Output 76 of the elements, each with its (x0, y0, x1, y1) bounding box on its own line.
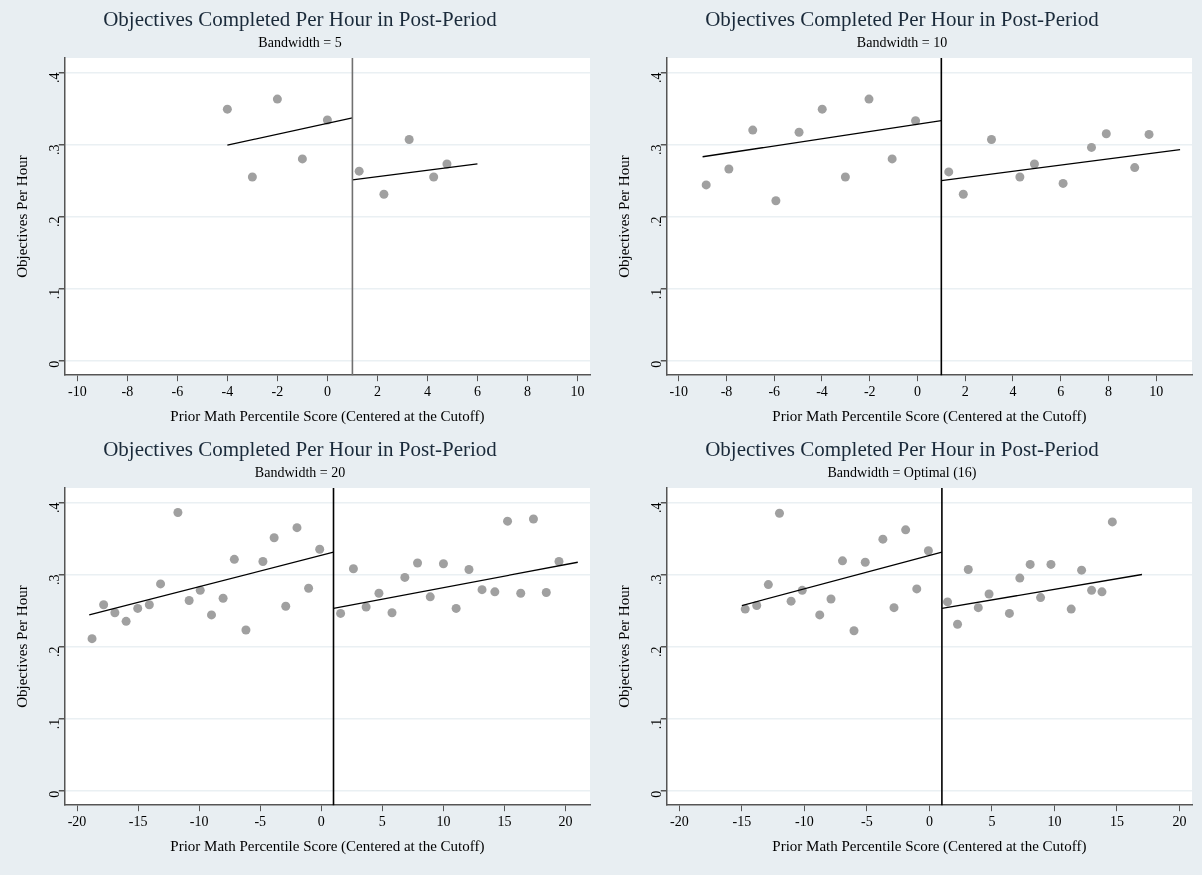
x-tick-label: -10 (669, 384, 689, 400)
chart-subtitle: Bandwidth = 20 (254, 465, 346, 481)
x-tick-label: -2 (863, 384, 876, 400)
y-tick-label: .4 (47, 502, 63, 513)
x-tick-label: 10 (1149, 384, 1164, 400)
x-tick-label: -15 (128, 814, 148, 830)
y-tick-label: .4 (649, 502, 665, 513)
y-tick-label: .3 (649, 144, 665, 156)
x-tick-label: -10 (189, 814, 209, 830)
y-tick-label: .1 (649, 718, 665, 730)
x-tick-label: 10 (570, 384, 585, 400)
x-tick-label: 0 (323, 384, 331, 400)
x-tick-label: 20 (558, 814, 573, 830)
y-tick-label: 0 (47, 360, 63, 368)
y-tick-label: .3 (649, 574, 665, 586)
x-tick-label: 8 (523, 384, 531, 400)
chart-title: Objectives Completed Per Hour in Post-Period (705, 437, 1100, 462)
y-axis-title: Objectives Per Hour (13, 585, 30, 708)
chart-title: Objectives Completed Per Hour in Post-Period (103, 437, 498, 462)
x-tick-label: -10 (67, 384, 87, 400)
y-axis-title: Objectives Per Hour (615, 585, 632, 708)
x-tick-label: -15 (732, 814, 752, 830)
x-tick-label: -20 (669, 814, 689, 830)
x-tick-label: 15 (1109, 814, 1124, 830)
x-tick-label: -6 (171, 384, 184, 400)
x-tick-label: 6 (473, 384, 481, 400)
x-tick-label: 8 (1104, 384, 1112, 400)
x-axis-title: Prior Math Percentile Score (Centered at the Cutoff) (170, 837, 485, 855)
x-tick-label: 20 (1172, 814, 1187, 830)
x-tick-label: 10 (1047, 814, 1062, 830)
chart-subtitle: Bandwidth = Optimal (16) (827, 465, 977, 482)
x-tick-label: 0 (913, 384, 921, 400)
x-tick-label: 4 (423, 384, 431, 400)
y-tick-label: .2 (649, 216, 665, 228)
y-tick-label: 0 (649, 360, 665, 368)
y-tick-label: .1 (47, 288, 63, 300)
chart-title: Objectives Completed Per Hour in Post-Period (705, 7, 1100, 32)
x-tick-label: 2 (961, 384, 969, 400)
x-tick-label: -4 (816, 384, 828, 400)
x-tick-label: 0 (925, 814, 933, 830)
y-tick-label: 0 (47, 790, 63, 798)
x-axis-title: Prior Math Percentile Score (Centered at the Cutoff) (170, 407, 485, 425)
x-tick-label: 5 (378, 814, 386, 830)
x-axis-title: Prior Math Percentile Score (Centered at the Cutoff) (772, 407, 1087, 425)
y-tick-label: .3 (47, 574, 63, 586)
x-tick-label: 0 (317, 814, 325, 830)
x-tick-label: 4 (1009, 384, 1017, 400)
chart-title: Objectives Completed Per Hour in Post-Period (103, 7, 498, 32)
y-tick-label: .2 (649, 646, 665, 658)
chart-subtitle: Bandwidth = 5 (258, 35, 342, 51)
chart-subtitle: Bandwidth = 10 (856, 35, 948, 51)
x-tick-label: 5 (988, 814, 996, 830)
y-tick-label: .2 (47, 646, 63, 658)
x-tick-label: -5 (254, 814, 267, 830)
x-tick-label: -6 (768, 384, 781, 400)
x-tick-label: 2 (373, 384, 381, 400)
x-tick-label: -5 (861, 814, 873, 830)
x-tick-label: -8 (121, 384, 134, 400)
y-axis-title: Objectives Per Hour (615, 155, 632, 278)
x-tick-label: 15 (497, 814, 512, 830)
y-tick-label: .1 (47, 718, 63, 730)
y-tick-label: .1 (649, 288, 665, 300)
x-tick-label: 10 (436, 814, 451, 830)
x-axis-title: Prior Math Percentile Score (Centered at the Cutoff) (772, 837, 1087, 855)
y-tick-label: .4 (47, 72, 63, 83)
x-tick-label: -8 (720, 384, 733, 400)
y-tick-label: .3 (47, 144, 63, 156)
x-tick-label: -4 (221, 384, 234, 400)
y-tick-label: .4 (649, 72, 665, 83)
x-tick-label: 6 (1057, 384, 1065, 400)
y-tick-label: .2 (47, 216, 63, 228)
y-axis-title: Objectives Per Hour (13, 155, 30, 278)
x-tick-label: -10 (795, 814, 814, 830)
x-tick-label: -20 (67, 814, 87, 830)
x-tick-label: -2 (271, 384, 284, 400)
y-tick-label: 0 (649, 790, 665, 798)
